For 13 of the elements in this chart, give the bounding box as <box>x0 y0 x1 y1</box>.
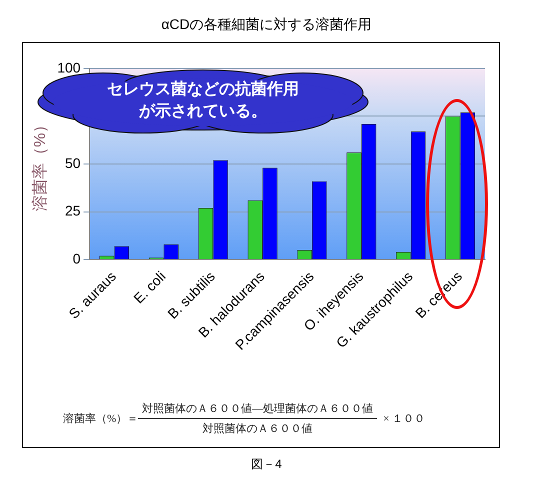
text: 対照菌体のＡ６００値 <box>202 422 313 436</box>
text: 対照菌体のＡ６００値―処理菌体のＡ６００値 <box>138 401 378 419</box>
chart-title: αCDの各種細菌に対する溶菌作用 <box>160 16 373 34</box>
y-tick-label: 25 <box>64 202 81 219</box>
y-tick-label: 100 <box>57 59 81 76</box>
y-axis-title: 溶菌率（%） <box>31 116 50 212</box>
x-tick-label: E. coli <box>130 268 169 306</box>
y-tick-label: 50 <box>64 154 81 171</box>
y-tick-label: 0 <box>72 250 81 266</box>
annotation: セレウス菌などの抗菌作用が示されている。 <box>106 80 300 122</box>
text: 溶菌率（%）＝ <box>63 412 138 426</box>
text: 図－4 <box>250 456 283 473</box>
text: × １００ <box>383 412 426 426</box>
